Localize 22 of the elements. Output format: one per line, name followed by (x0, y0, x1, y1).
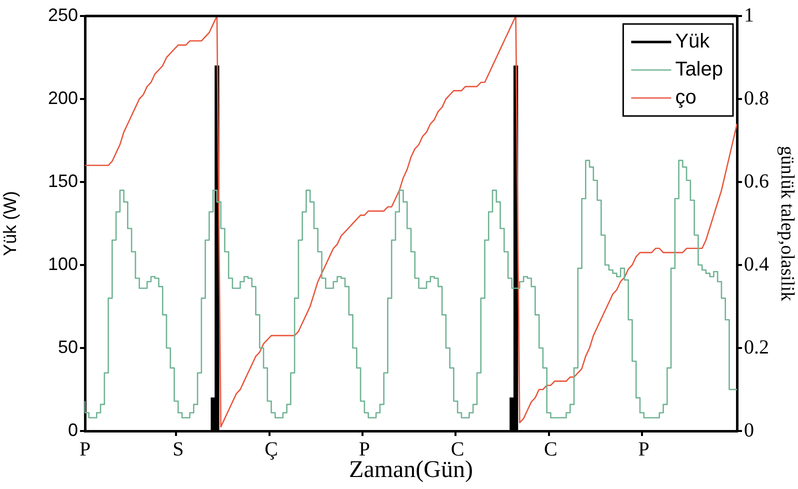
y-tick-label: 250 (48, 4, 78, 25)
y2-tick-label: 0.8 (744, 87, 769, 110)
x-tick-label: P (79, 438, 91, 460)
legend-label: Yük (675, 30, 711, 53)
y2-tick-label: 0.2 (744, 336, 769, 358)
y-tick-label: 150 (48, 170, 78, 191)
legend-label: Talep (675, 58, 723, 81)
legend-label: ço (675, 86, 696, 109)
y2-tick-label: 0.6 (744, 170, 769, 192)
y-tick-label: 200 (48, 88, 78, 108)
y2-tick-label: 0 (744, 419, 754, 442)
y2-axis-title: günlük talep,olasilik (776, 146, 798, 302)
y-tick-label: 100 (48, 254, 78, 274)
x-tick-label: P (638, 438, 650, 460)
y2-tick-label: 1 (744, 4, 754, 26)
y-tick-label: 0 (68, 420, 78, 440)
x-tick-label: S (172, 438, 184, 460)
x-tick-label: Ç (264, 438, 278, 460)
x-tick-label: C (544, 438, 558, 460)
y2-tick-label: 0.4 (744, 253, 769, 276)
y-axis-title: Yük (W) (0, 191, 20, 256)
y-tick-label: 50 (58, 336, 78, 357)
